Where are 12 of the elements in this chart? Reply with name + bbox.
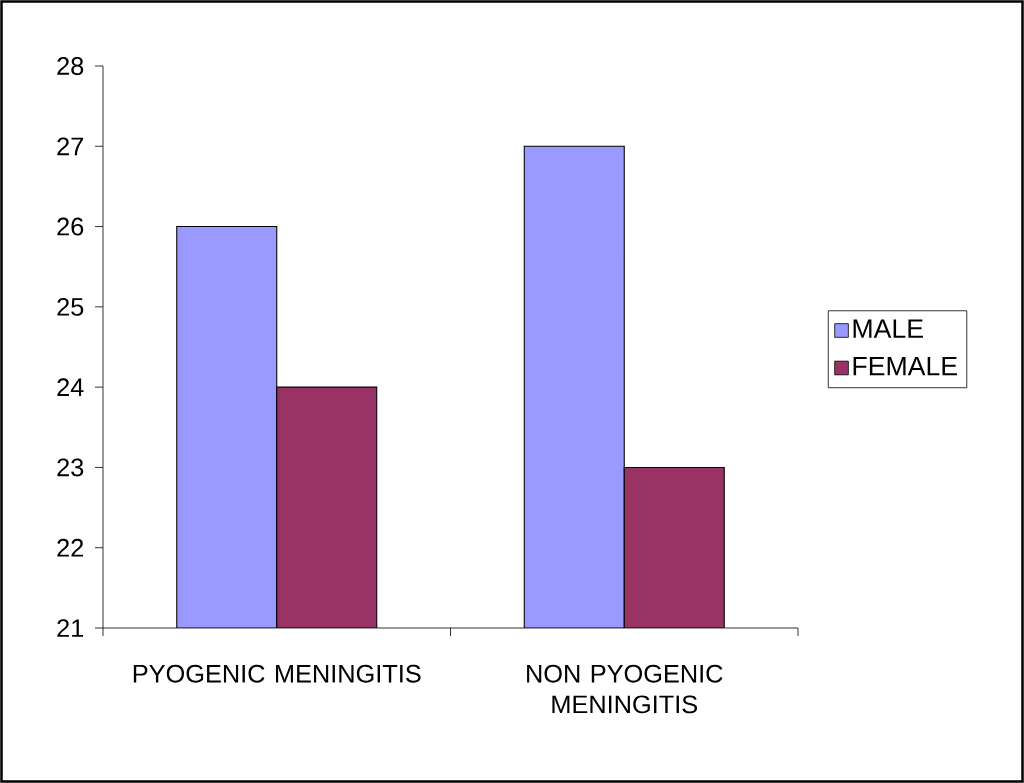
x-tick-label: PYOGENIC MENINGITIS	[133, 664, 421, 683]
y-tick-label: 27	[57, 137, 84, 156]
y-tick-label: 22	[57, 538, 84, 557]
legend-label: MALE	[853, 319, 923, 338]
y-tick-label: 21	[57, 619, 84, 637]
y-tick-label: 25	[57, 297, 84, 316]
y-tick-label: 23	[57, 458, 84, 477]
x-tick-label: NON PYOGENIC MENINGITIS	[527, 664, 723, 714]
y-tick-label: 28	[57, 57, 84, 75]
y-tick-label: 26	[57, 217, 84, 236]
y-tick-label: 24	[57, 378, 84, 396]
legend-label: FEMALE	[853, 356, 957, 376]
